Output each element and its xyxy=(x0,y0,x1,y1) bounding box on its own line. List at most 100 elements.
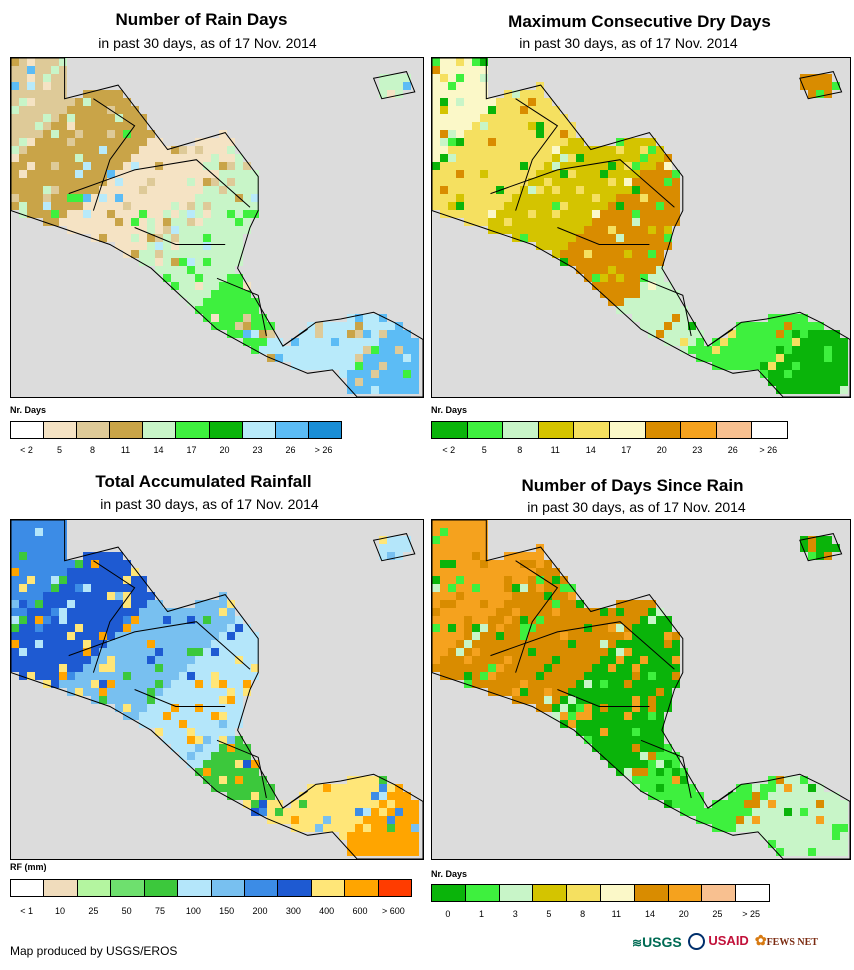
map-cell xyxy=(608,688,616,696)
map-cell xyxy=(472,58,480,66)
map-cell xyxy=(520,218,528,226)
map-cell xyxy=(624,768,632,776)
map-cell xyxy=(83,162,91,170)
map-cell xyxy=(355,354,363,362)
map-cell xyxy=(251,330,259,338)
map-cell xyxy=(440,632,448,640)
map-cell xyxy=(480,632,488,640)
map-cell xyxy=(520,680,528,688)
map-cell xyxy=(299,338,307,346)
map-cell xyxy=(496,616,504,624)
usgs-waves-icon: ≋ xyxy=(632,935,643,950)
legend-swatch xyxy=(736,885,769,901)
map-cell xyxy=(51,122,59,130)
legend-ticks: < 1 10 25 50 75 100 150 200 300 400 600 > 600 xyxy=(10,906,410,918)
legend-tick-label: 75 xyxy=(154,906,166,916)
map-cell xyxy=(91,616,99,624)
map-cell xyxy=(379,840,387,848)
usaid-seal-icon xyxy=(687,933,705,951)
map-cell xyxy=(440,178,448,186)
map-cell xyxy=(91,552,99,560)
map-cell xyxy=(608,632,616,640)
map-cell xyxy=(75,178,83,186)
map-cell xyxy=(131,696,139,704)
map-cell xyxy=(163,624,171,632)
map-cell xyxy=(227,322,235,330)
map-cell xyxy=(211,656,219,664)
map-cell xyxy=(27,210,35,218)
map-cell xyxy=(624,266,632,274)
map-cell xyxy=(472,640,480,648)
map-cell xyxy=(243,664,251,672)
map-cell xyxy=(608,210,616,218)
map-cell xyxy=(560,616,568,624)
map-cell xyxy=(227,154,235,162)
map-cell xyxy=(387,338,395,346)
map-cell xyxy=(656,266,664,274)
map-cell xyxy=(411,362,419,370)
map-cell xyxy=(456,210,464,218)
map-cell xyxy=(488,122,496,130)
map-cell xyxy=(512,170,520,178)
map-cell xyxy=(243,624,251,632)
map-cell xyxy=(195,752,203,760)
map-cell xyxy=(219,720,227,728)
map-cell xyxy=(147,704,155,712)
map-cell xyxy=(432,648,440,656)
map-cell xyxy=(464,552,472,560)
map-cell xyxy=(744,792,752,800)
map-cell xyxy=(824,354,832,362)
map-cell xyxy=(648,202,656,210)
map-cell xyxy=(51,560,59,568)
legend-bar xyxy=(431,421,788,439)
map-cell xyxy=(195,274,203,282)
panel-title: Number of Rain Days xyxy=(115,10,288,29)
map-cell xyxy=(520,234,528,242)
map-cell xyxy=(43,146,51,154)
map-cell xyxy=(464,536,472,544)
map-cell xyxy=(560,696,568,704)
map-cell xyxy=(83,600,91,608)
map-cell xyxy=(219,186,227,194)
map-cell xyxy=(608,704,616,712)
map-cell xyxy=(456,640,464,648)
map-cell xyxy=(640,234,648,242)
map-cell xyxy=(616,616,624,624)
map-cell xyxy=(576,170,584,178)
map-cell xyxy=(43,584,51,592)
map-cell xyxy=(155,656,163,664)
map-cell xyxy=(67,178,75,186)
map-cell xyxy=(219,226,227,234)
map-cell xyxy=(608,242,616,250)
map-cell xyxy=(808,816,816,824)
map-cell xyxy=(656,322,664,330)
map-cell xyxy=(776,832,784,840)
map-cell xyxy=(11,632,19,640)
map-cell xyxy=(744,330,752,338)
map-cell xyxy=(600,704,608,712)
map-cell xyxy=(83,186,91,194)
map-cell xyxy=(107,90,115,98)
map-cell xyxy=(664,784,672,792)
map-cell xyxy=(600,226,608,234)
map-cell xyxy=(243,656,251,664)
map-cell xyxy=(624,672,632,680)
map-cell xyxy=(832,792,840,800)
map-cell xyxy=(203,202,211,210)
map-cell xyxy=(67,616,75,624)
map-cell xyxy=(480,82,488,90)
map-cell xyxy=(195,624,203,632)
map-cell xyxy=(187,234,195,242)
map-cell xyxy=(488,616,496,624)
map-cell xyxy=(115,138,123,146)
map-cell xyxy=(456,138,464,146)
map-cell xyxy=(640,178,648,186)
map-cell xyxy=(448,146,456,154)
map-cell xyxy=(187,752,195,760)
map-cell xyxy=(464,592,472,600)
map-cell xyxy=(616,656,624,664)
map-cell xyxy=(824,74,832,82)
map-cell xyxy=(187,680,195,688)
map-cell xyxy=(464,218,472,226)
map-cell xyxy=(411,800,419,808)
